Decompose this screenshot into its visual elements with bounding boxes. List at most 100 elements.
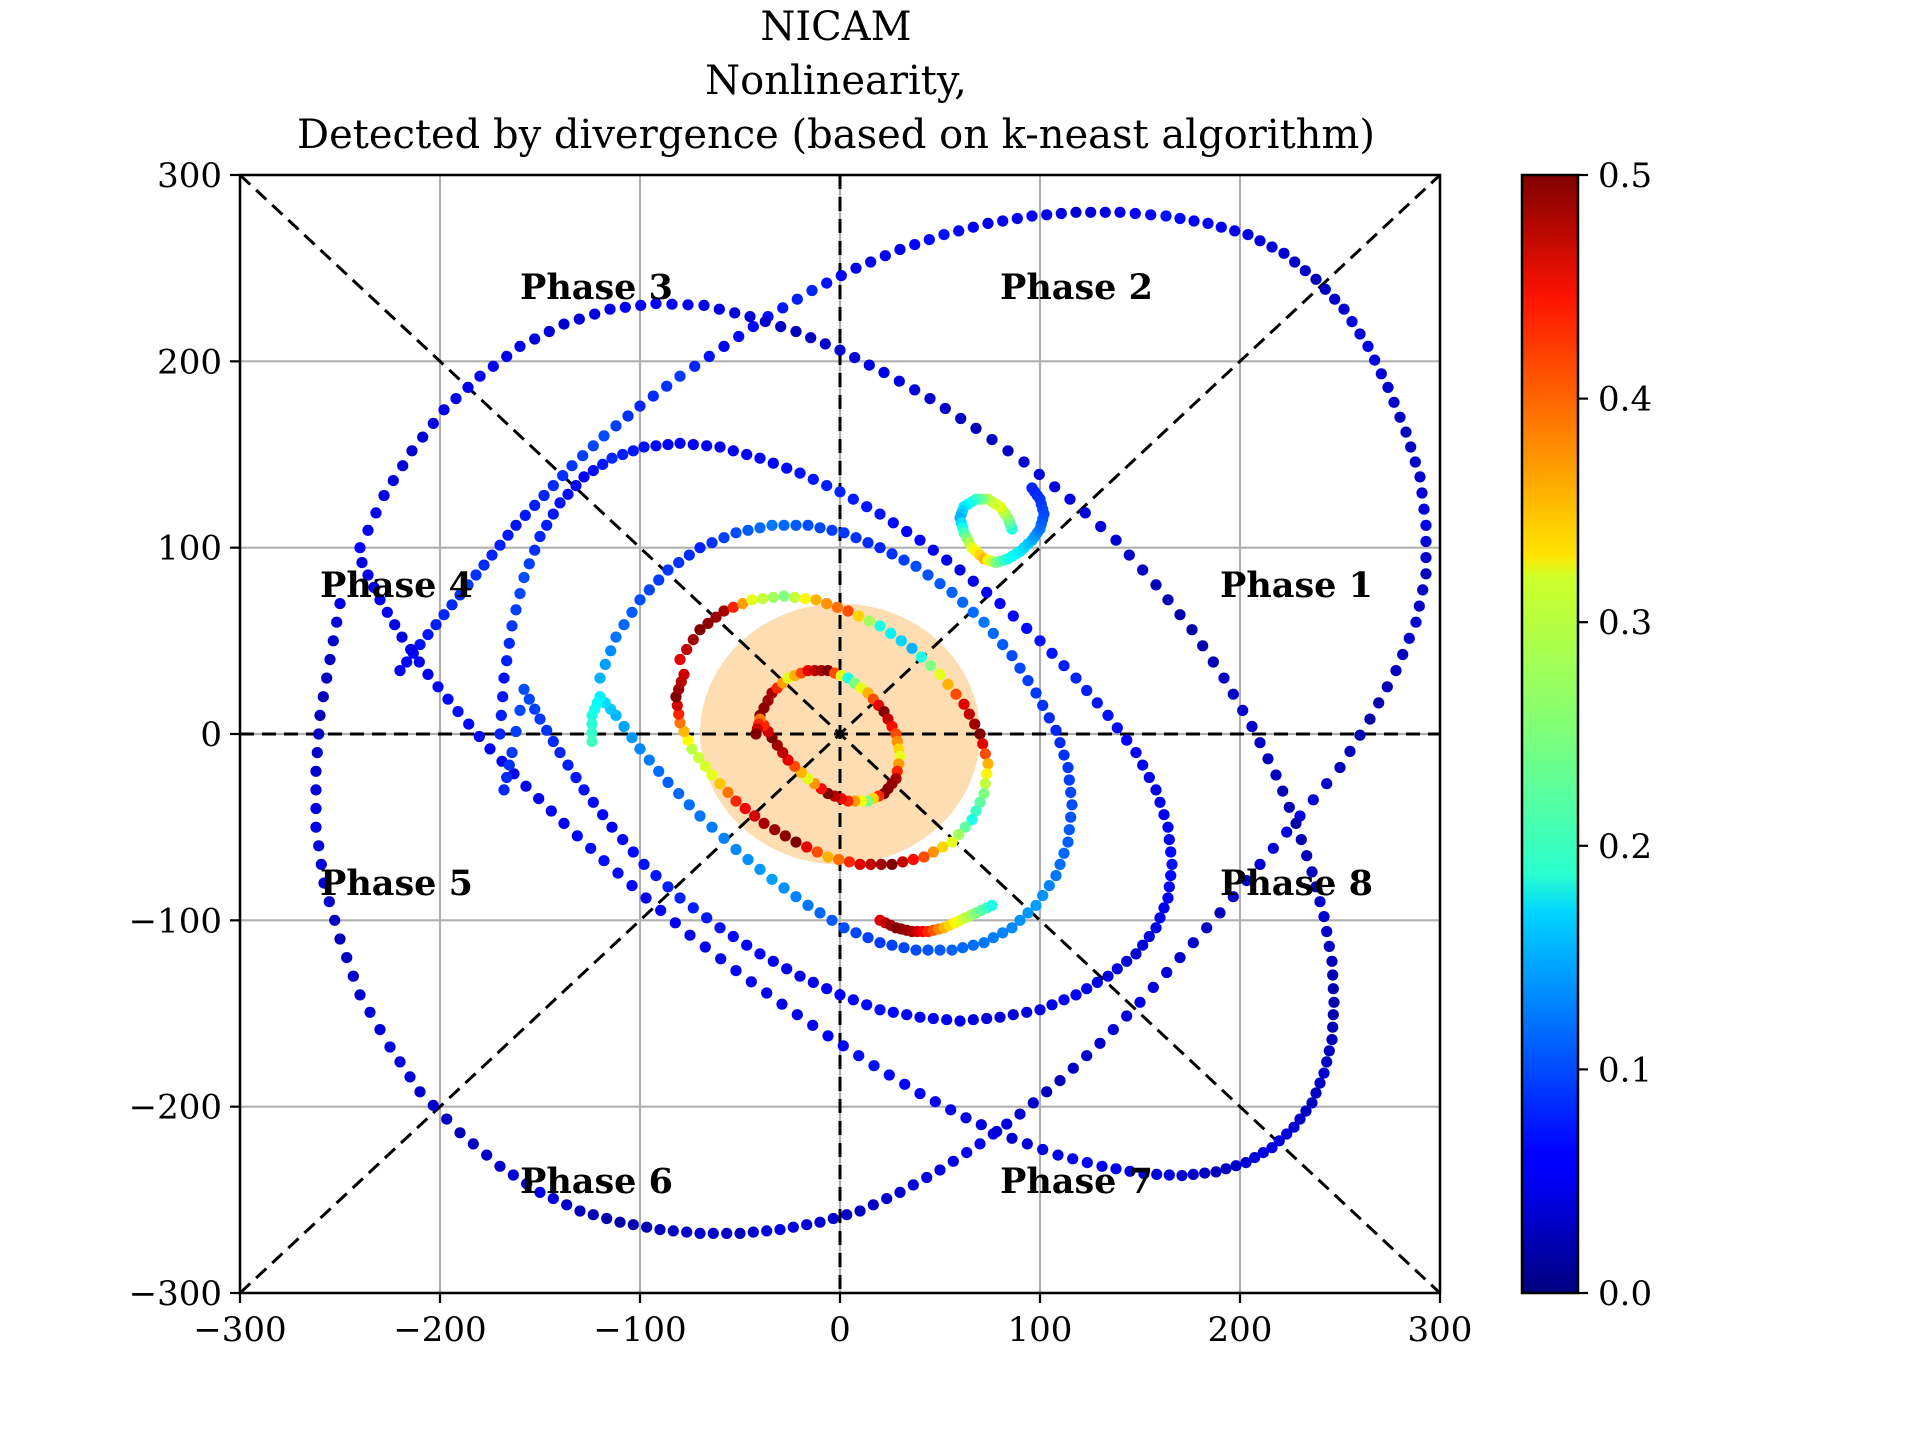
scatter-point (821, 598, 833, 610)
x-tick-label: −300 (193, 1310, 286, 1350)
scatter-point (987, 627, 999, 640)
scatter-point (661, 380, 673, 392)
scatter-point (901, 525, 913, 538)
scatter-point (1006, 650, 1018, 662)
scatter-point (863, 615, 875, 627)
scatter-point (1390, 665, 1402, 677)
scatter-point (1414, 471, 1426, 483)
scatter-point (501, 655, 513, 667)
scatter-point (1143, 930, 1155, 943)
colorbar-gradient (1520, 173, 1580, 1295)
scatter-point (422, 629, 434, 641)
scatter-point (776, 998, 788, 1010)
scatter-point (986, 434, 998, 446)
scatter-point (861, 501, 873, 513)
scatter-point (1288, 1121, 1300, 1133)
scatter-point (1327, 1009, 1339, 1021)
scatter-point (538, 489, 550, 502)
scatter-point (1410, 616, 1422, 628)
scatter-point (674, 370, 686, 382)
scatter-point (507, 1169, 519, 1181)
scatter-point (1254, 737, 1266, 749)
scatter-point (1338, 303, 1350, 315)
scatter-point (1041, 1086, 1053, 1098)
scatter-point (585, 842, 597, 854)
scatter-point (754, 948, 766, 960)
scatter-point (534, 530, 546, 543)
scatter-point (1394, 411, 1406, 423)
scatter-point (414, 639, 426, 651)
scatter-point (982, 217, 994, 229)
scatter-point (681, 643, 693, 656)
scatter-point (1022, 675, 1034, 687)
scatter-point (1242, 229, 1254, 241)
y-tick-label: 200 (157, 342, 222, 382)
scatter-point (310, 765, 322, 777)
scatter-point (1099, 206, 1111, 218)
scatter-point (1207, 656, 1219, 668)
scatter-point (749, 810, 761, 822)
scatter-point (1129, 207, 1141, 220)
scatter-point (887, 1006, 899, 1018)
scatter-point (978, 788, 990, 800)
scatter-point (674, 892, 686, 904)
scatter-point (969, 718, 981, 730)
scatter-point (1201, 922, 1213, 934)
scatter-point (699, 941, 711, 953)
scatter-point (1241, 875, 1253, 887)
scatter-point (1323, 1045, 1335, 1057)
scatter-point (914, 1088, 926, 1100)
scatter-point (843, 856, 855, 868)
scatter-point (1137, 564, 1149, 576)
scatter-point (1150, 922, 1162, 934)
scatter-point (1018, 456, 1030, 468)
scatter-point (618, 720, 630, 733)
scatter-point (895, 635, 907, 647)
scatter-point (750, 728, 762, 740)
scatter-point (1162, 892, 1174, 904)
scatter-point (906, 642, 918, 654)
scatter-point (678, 725, 690, 738)
scatter-point (586, 709, 598, 722)
scatter-point (1037, 1143, 1049, 1156)
scatter-point (960, 1112, 972, 1124)
scatter-point (404, 1071, 416, 1083)
phase-label-5: Phase 5 (320, 863, 473, 904)
scatter-point (1227, 891, 1239, 903)
scatter-point (934, 668, 946, 681)
scatter-point (814, 522, 826, 534)
scatter-point (907, 1179, 919, 1191)
scatter-point (638, 441, 650, 453)
scatter-point (362, 524, 374, 536)
scatter-point (927, 544, 939, 556)
scatter-point (766, 873, 778, 885)
scatter-point (1043, 880, 1055, 892)
scatter-point (384, 1041, 396, 1053)
scatter-point (1214, 907, 1226, 919)
scatter-point (1065, 811, 1077, 823)
scatter-point (861, 999, 873, 1011)
scatter-point (587, 440, 599, 452)
scatter-point (1014, 662, 1026, 674)
scatter-point (547, 508, 559, 520)
scatter-point (1158, 809, 1170, 821)
scatter-point (1403, 632, 1415, 644)
scatter-point (718, 605, 730, 617)
scatter-point (687, 439, 699, 451)
scatter-point (885, 627, 897, 640)
scatter-point (573, 313, 585, 325)
scatter-point (494, 728, 506, 740)
scatter-point (1249, 1152, 1261, 1164)
scatter-point (1165, 846, 1177, 858)
scatter-point (886, 939, 898, 951)
scatter-point (729, 307, 741, 319)
scatter-point (681, 1226, 693, 1238)
scatter-point (1161, 966, 1173, 979)
scatter-point (1067, 1062, 1079, 1074)
scatter-point (714, 441, 726, 453)
scatter-point (612, 867, 624, 879)
scatter-point (604, 303, 616, 315)
scatter-point (819, 338, 831, 350)
scatter-point (730, 965, 742, 977)
